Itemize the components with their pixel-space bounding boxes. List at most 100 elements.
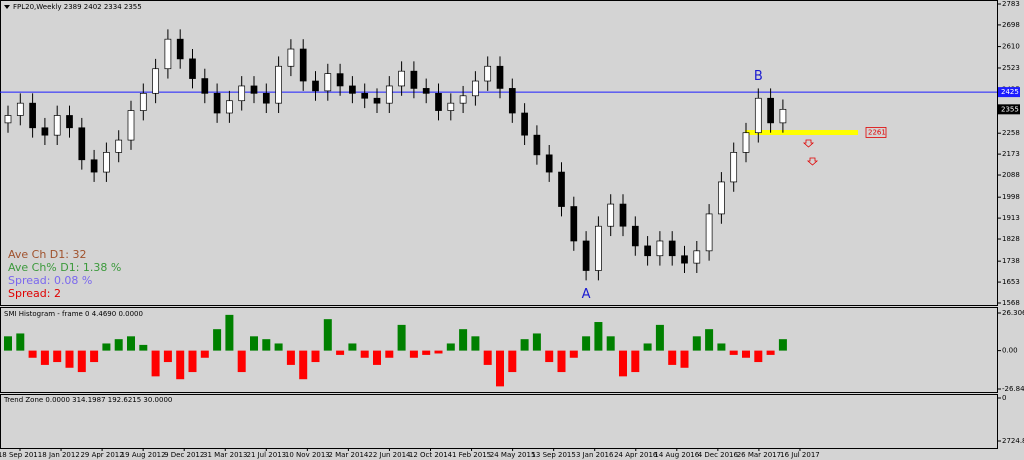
y-tick-label: 2173 — [1002, 150, 1020, 158]
smi-bar — [606, 336, 615, 351]
smi-bar — [594, 322, 603, 351]
x-tick-label: 29 Apr 2012 — [80, 451, 123, 459]
candle-body — [139, 92, 147, 111]
smi-bar — [643, 343, 652, 351]
candle-body — [410, 70, 418, 89]
smi-bar — [151, 350, 160, 377]
candle-body — [779, 108, 787, 124]
candle-body — [324, 73, 332, 92]
smi-bar — [299, 350, 308, 380]
smi-bar — [237, 350, 246, 373]
annotation: B — [754, 69, 763, 84]
smi-bar — [446, 343, 455, 351]
smi-bar — [496, 350, 504, 387]
smi-bar — [213, 329, 222, 351]
candle-body — [631, 225, 639, 247]
level-box — [865, 127, 887, 138]
candle-body — [336, 73, 344, 87]
candle-body — [398, 70, 405, 87]
candle-body — [373, 97, 381, 104]
candle-body — [607, 203, 615, 227]
smi-bar — [77, 350, 86, 373]
candle-body — [705, 213, 713, 252]
y-tick-label: 2698 — [1002, 21, 1020, 29]
smi-bar — [250, 336, 258, 351]
candle-body — [681, 255, 688, 264]
x-tick-label: 12 Oct 2014 — [409, 451, 453, 459]
candle-body — [718, 181, 725, 215]
trend-tick-label: 2724.888 — [1002, 437, 1024, 445]
smi-panel — [0, 307, 998, 393]
info-line: Spread: 0.08 % — [8, 274, 92, 287]
smi-bar — [139, 344, 148, 351]
x-tick-label: 22 Jun 2014 — [368, 451, 411, 459]
candle-body — [385, 85, 393, 104]
candle-body — [299, 48, 307, 82]
info-line: Spread: 2 — [8, 287, 61, 300]
info-line: Ave Ch% D1: 1.38 % — [8, 261, 121, 274]
candle-body — [496, 65, 504, 89]
smi-title: SMI Histogram - frame 0 4.4690 0.0000 — [4, 310, 143, 318]
x-tick-label: 13 Sep 2015 — [531, 451, 575, 459]
candle-body — [668, 240, 676, 257]
smi-bar — [163, 350, 172, 363]
candle-body — [238, 85, 246, 102]
x-tick-label: 19 Aug 2012 — [121, 451, 166, 459]
candle-body — [262, 92, 270, 104]
x-tick-label: 24 May 2015 — [490, 451, 536, 459]
x-tick-label: 10 Nov 2013 — [285, 451, 330, 459]
smi-bar — [373, 350, 381, 365]
candle-body — [4, 115, 12, 124]
candle-body — [447, 102, 455, 111]
smi-bar — [127, 336, 135, 351]
candle-body — [349, 85, 356, 94]
smi-bar — [40, 350, 49, 365]
candle-body — [619, 203, 627, 227]
last-price-label: 2355 — [1001, 105, 1019, 113]
info-line: Ave Ch D1: 32 — [8, 248, 86, 261]
candle-body — [508, 88, 516, 114]
smi-bar — [409, 350, 418, 358]
smi-bar — [471, 336, 480, 351]
level-label: 2261 — [868, 128, 886, 136]
candle-body — [29, 102, 36, 129]
smi-bar — [286, 350, 295, 365]
candle-body — [521, 112, 528, 136]
x-tick-label: 21 Jul 2013 — [246, 451, 286, 459]
candle-body — [53, 115, 61, 136]
candle-body — [189, 58, 196, 79]
smi-bar — [348, 343, 357, 351]
smi-bar — [582, 336, 591, 351]
smi-tick-label: 0.00 — [1002, 347, 1018, 355]
candle-body — [152, 68, 159, 94]
candle-body — [435, 92, 442, 111]
y-tick-label: 1828 — [1002, 235, 1020, 243]
candle-body — [164, 38, 172, 70]
smi-bar — [422, 350, 431, 355]
candle-body — [767, 97, 774, 124]
smi-bar — [705, 329, 714, 351]
y-tick-label: 2523 — [1002, 64, 1020, 72]
x-tick-label: 26 Mar 2017 — [737, 451, 781, 459]
x-tick-label: 8 Jan 2012 — [42, 451, 80, 459]
candle-body — [582, 240, 590, 271]
smi-bar — [385, 350, 394, 358]
candle-body — [103, 152, 110, 173]
y-tick-label: 1568 — [1002, 299, 1020, 307]
candle-body — [213, 92, 221, 114]
smi-bar — [188, 350, 197, 373]
smi-tick-label: -26.8437 — [1002, 385, 1024, 393]
candle-body — [275, 65, 282, 104]
menu-arrow[interactable] — [4, 5, 10, 9]
candle-body — [66, 115, 73, 129]
candle-body — [558, 171, 565, 207]
y-tick-label: 2610 — [1002, 43, 1020, 51]
candle-body — [361, 92, 369, 99]
smi-bar — [631, 350, 640, 373]
smi-bar — [176, 350, 185, 380]
candle-body — [644, 245, 651, 257]
smi-bar — [557, 350, 566, 373]
candle-body — [545, 154, 553, 173]
